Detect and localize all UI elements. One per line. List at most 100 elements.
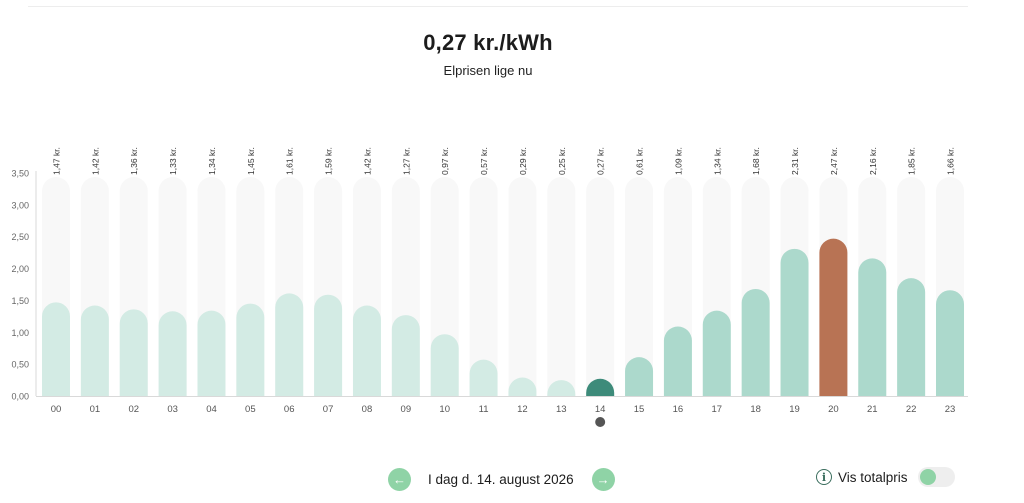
bar[interactable] bbox=[663, 326, 692, 396]
price-subtitle: Elprisen lige nu bbox=[443, 63, 533, 78]
bar-value-label: 2,47 kr. bbox=[829, 147, 839, 175]
bar-value-label: 1,09 kr. bbox=[673, 147, 683, 175]
bar-value-label: 1,33 kr. bbox=[168, 147, 178, 175]
bar-value-label: 1,59 kr. bbox=[324, 147, 334, 175]
bar[interactable] bbox=[741, 288, 770, 396]
x-tick-label: 05 bbox=[245, 404, 256, 415]
arrow-right-icon: → bbox=[596, 471, 610, 487]
y-tick-label: 1,00 bbox=[11, 328, 29, 338]
bar-value-label: 0,57 kr. bbox=[479, 147, 489, 175]
bar-value-label: 2,31 kr. bbox=[790, 147, 800, 175]
bar-track bbox=[586, 177, 615, 396]
bar[interactable] bbox=[314, 294, 343, 396]
bar[interactable] bbox=[430, 334, 459, 396]
bar[interactable] bbox=[469, 359, 498, 396]
bar[interactable] bbox=[780, 248, 809, 396]
bar[interactable] bbox=[897, 278, 926, 396]
bar-value-label: 1,36 kr. bbox=[129, 147, 139, 175]
y-tick-label: 2,50 bbox=[11, 232, 29, 242]
bar-value-label: 1,42 kr. bbox=[90, 147, 100, 175]
bar[interactable] bbox=[625, 357, 654, 396]
bar-value-label: 1,34 kr. bbox=[207, 147, 217, 175]
bar-value-label: 2,16 kr. bbox=[868, 147, 878, 175]
x-tick-label: 03 bbox=[167, 404, 178, 415]
bar-value-label: 1,66 kr. bbox=[946, 147, 956, 175]
x-tick-label: 17 bbox=[712, 404, 723, 415]
x-tick-label: 06 bbox=[284, 404, 295, 415]
bar-value-label: 0,61 kr. bbox=[635, 147, 645, 175]
bar-value-label: 1,45 kr. bbox=[246, 147, 256, 175]
y-tick-label: 2,00 bbox=[11, 264, 29, 274]
y-tick-label: 3,50 bbox=[11, 169, 29, 179]
bar[interactable] bbox=[819, 238, 848, 396]
toggle-knob bbox=[919, 469, 936, 485]
x-tick-label: 19 bbox=[789, 404, 800, 415]
prev-day-button[interactable]: ← bbox=[388, 467, 411, 491]
bar-value-label: 1,47 kr. bbox=[52, 147, 62, 175]
bar[interactable] bbox=[80, 305, 109, 396]
bar[interactable] bbox=[508, 377, 537, 396]
bar[interactable] bbox=[352, 305, 381, 396]
x-tick-label: 08 bbox=[362, 404, 373, 415]
x-tick-label: 16 bbox=[673, 404, 684, 415]
hourly-price-chart: 0,00 0,50 1,00 1,50 2,00 2,50 3,00 3,50 1,47 kr.… bbox=[11, 147, 968, 427]
day-navigation: ← I dag d. 14. august 2026 → bbox=[388, 467, 615, 491]
day-label: I dag d. 14. august 2026 bbox=[428, 471, 574, 487]
current-price: 0,27 kr./kWh bbox=[423, 30, 553, 55]
bar-value-label: 1,42 kr. bbox=[362, 147, 372, 175]
bar-value-label: 0,27 kr. bbox=[596, 147, 606, 175]
x-tick-label: 12 bbox=[517, 404, 528, 415]
bar-value-label: 0,29 kr. bbox=[518, 147, 528, 175]
x-tick-label: 09 bbox=[401, 404, 412, 415]
bar-value-label: 0,25 kr. bbox=[557, 147, 567, 175]
x-tick-label: 23 bbox=[945, 404, 956, 415]
total-price-label: Vis totalpris bbox=[838, 469, 908, 485]
bar-value-label: 1,85 kr. bbox=[907, 147, 917, 175]
y-tick-label: 3,00 bbox=[11, 200, 29, 210]
bar[interactable] bbox=[391, 315, 420, 396]
x-tick-label: 20 bbox=[828, 404, 839, 415]
bar-track bbox=[508, 177, 537, 396]
next-day-button[interactable]: → bbox=[591, 467, 615, 491]
total-price-control: i Vis totalpris bbox=[816, 466, 955, 488]
y-tick-label: 0,50 bbox=[11, 360, 29, 370]
x-tick-label: 13 bbox=[556, 404, 567, 415]
x-tick-label: 11 bbox=[479, 404, 489, 415]
bar-track bbox=[547, 177, 576, 396]
bar-track bbox=[469, 177, 498, 396]
bar[interactable] bbox=[275, 293, 304, 396]
bar[interactable] bbox=[42, 302, 70, 396]
bar[interactable] bbox=[702, 310, 731, 396]
bar-value-label: 1,27 kr. bbox=[401, 147, 411, 175]
x-tick-label: 15 bbox=[634, 404, 645, 415]
bar[interactable] bbox=[236, 303, 265, 396]
bar-track bbox=[625, 177, 654, 396]
x-tick-label: 21 bbox=[867, 404, 878, 415]
top-divider bbox=[28, 6, 968, 7]
bar-value-label: 0,97 kr. bbox=[440, 147, 450, 175]
x-tick-label: 22 bbox=[906, 404, 917, 415]
x-tick-label: 02 bbox=[128, 404, 139, 415]
x-tick-label: 10 bbox=[439, 404, 450, 415]
total-price-toggle[interactable] bbox=[917, 467, 955, 487]
y-tick-label: 0,00 bbox=[11, 392, 29, 402]
info-icon[interactable]: i bbox=[816, 469, 832, 485]
bar[interactable] bbox=[119, 309, 148, 396]
arrow-left-icon: ← bbox=[393, 471, 406, 487]
x-tick-label: 04 bbox=[206, 404, 217, 415]
x-tick-label: 07 bbox=[323, 404, 334, 415]
bar[interactable] bbox=[197, 310, 226, 396]
current-hour-marker bbox=[595, 417, 606, 427]
bar-value-label: 1,68 kr. bbox=[751, 147, 761, 175]
bar[interactable] bbox=[547, 380, 576, 396]
x-tick-label: 00 bbox=[51, 404, 62, 415]
bar[interactable] bbox=[936, 290, 965, 396]
bar[interactable] bbox=[158, 311, 187, 396]
bar-value-label: 1,61 kr. bbox=[285, 147, 295, 175]
bar[interactable] bbox=[858, 258, 887, 396]
x-tick-label: 01 bbox=[90, 404, 101, 415]
bar[interactable] bbox=[586, 378, 615, 396]
y-tick-label: 1,50 bbox=[11, 296, 29, 306]
x-tick-label: 14 bbox=[595, 404, 606, 415]
bar-value-label: 1,34 kr. bbox=[712, 147, 722, 175]
